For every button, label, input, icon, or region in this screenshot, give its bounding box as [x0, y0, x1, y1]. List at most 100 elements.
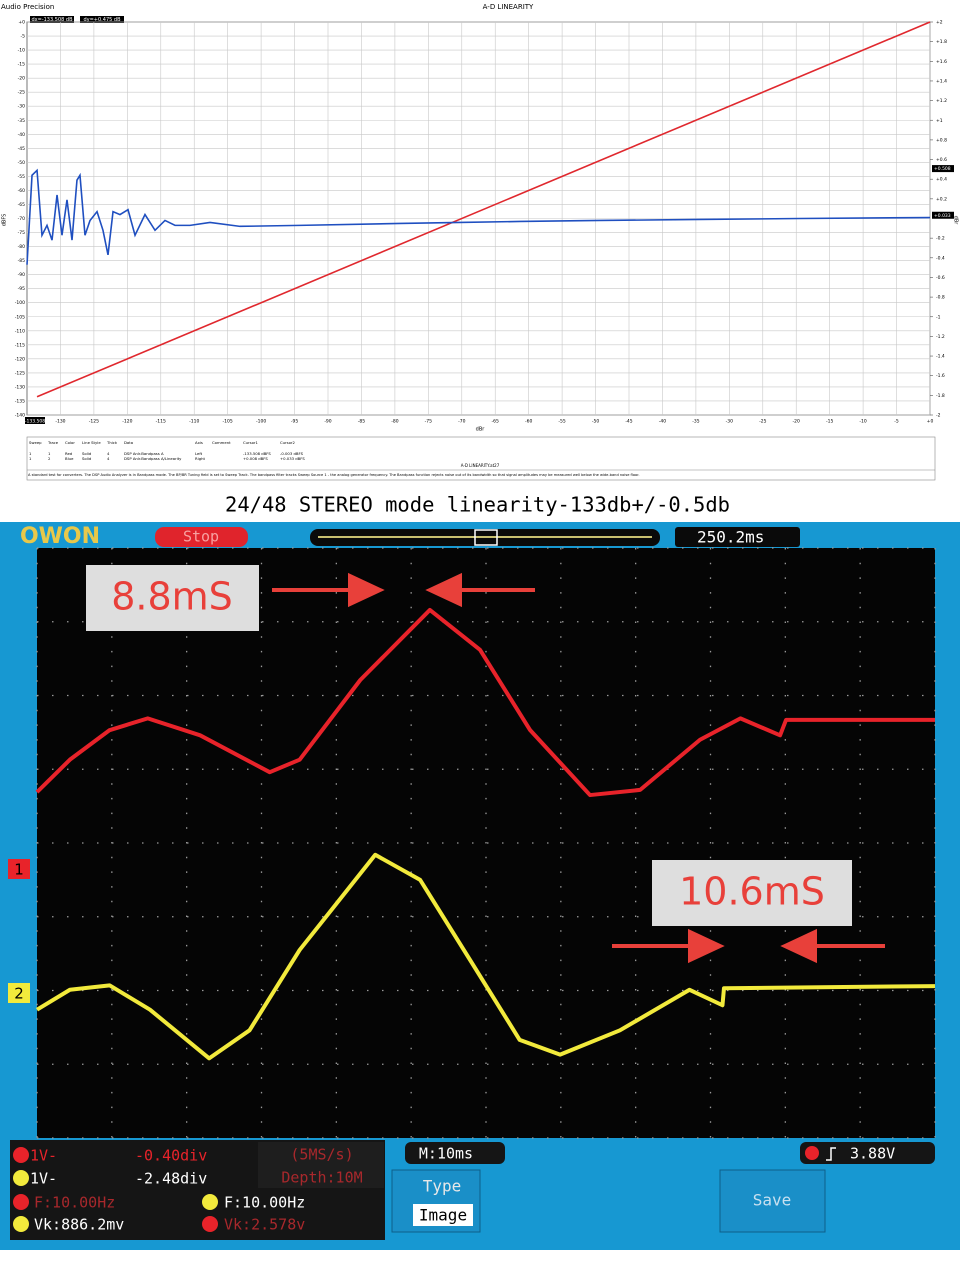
timebase-box — [405, 1142, 505, 1164]
x-tick-label: -50 — [592, 419, 599, 425]
time-offset: 250.2ms — [697, 528, 764, 547]
sample-rate: (5MS/s) — [290, 1146, 353, 1164]
x-tick-label: -95 — [291, 419, 298, 425]
ch1-marker-label: 1 — [14, 861, 24, 879]
x-tick-label: -15 — [826, 419, 833, 425]
y-tick-label: -105 — [15, 314, 25, 320]
ch2-marker — [8, 983, 30, 1003]
y-tick-label: -100 — [15, 300, 25, 306]
x-tick-label: +0 — [927, 419, 934, 425]
y2-tick-label: -0.4 — [936, 255, 945, 261]
table-header: Data — [124, 440, 133, 445]
legend-table-frame — [26, 436, 936, 481]
ch2-badge — [13, 1170, 29, 1186]
table-header: Line Style — [82, 440, 101, 445]
y2-tick-label: +0.8 — [936, 137, 947, 143]
annotation: 10.6mS — [679, 870, 825, 914]
type-value-box — [413, 1204, 473, 1226]
depth: Depth:10M — [281, 1169, 362, 1187]
x-tick-label: -10 — [859, 419, 866, 425]
cursor-x-box — [25, 417, 45, 424]
x-tick-label: -80 — [391, 419, 398, 425]
y2-tick-label: +1.2 — [936, 98, 947, 104]
y-tick-label: -20 — [18, 76, 25, 82]
x-tick-label: -115 — [156, 419, 166, 425]
cursor-box-text: dx=-133.508 dB — [32, 17, 74, 23]
footer: A-D LINEARITY.at27 — [461, 463, 500, 468]
cursor-x-label: -133.508 — [25, 419, 45, 425]
y2-tick-label: -0.8 — [936, 295, 945, 301]
y2-tick-label: +1.4 — [936, 78, 947, 84]
y-tick-label: -50 — [18, 160, 25, 166]
table-cell: 1 — [29, 456, 32, 461]
y-tick-label: -80 — [18, 244, 25, 250]
table-cell: Solid — [82, 456, 92, 461]
y2-axis-label: dBr — [953, 216, 959, 226]
table-cell: 2 — [48, 456, 51, 461]
table-cell: DSP Anlr.Bandpass A/Linearity — [124, 456, 182, 461]
y-tick-label: -115 — [15, 342, 25, 348]
y-tick-label: -45 — [18, 146, 25, 152]
y2-tick-label: -0.6 — [936, 275, 945, 281]
trigger-level: 3.88V — [850, 1145, 895, 1163]
x-tick-label: -5 — [894, 419, 899, 425]
cursor-marker — [932, 211, 954, 219]
y-tick-label: -35 — [18, 118, 25, 124]
trigger-window — [474, 529, 498, 546]
x-tick-label: -120 — [122, 419, 132, 425]
table-header: Thick — [106, 440, 118, 445]
y-tick-label: +0 — [18, 20, 25, 26]
table-cell: 4 — [107, 451, 110, 456]
y2-tick-label: -2 — [936, 413, 941, 419]
ap-title: A-D LINEARITY — [483, 3, 534, 11]
cursor-marker — [932, 165, 954, 173]
rate-panel — [258, 1142, 384, 1188]
cursor-label: +0.033 — [934, 213, 951, 219]
y2-tick-label: -1 — [936, 314, 941, 320]
y2-tick-label: +1.8 — [936, 39, 947, 45]
y-tick-label: -85 — [18, 258, 25, 264]
x-axis-label: dBr — [476, 427, 486, 433]
type-value: Image — [419, 1206, 467, 1225]
y-tick-label: -65 — [18, 202, 25, 208]
arrow-head — [425, 572, 462, 608]
x-tick-label: -85 — [358, 419, 365, 425]
save-button[interactable] — [719, 1169, 826, 1233]
table-header: Trace — [47, 440, 59, 445]
table-cell: 1 — [29, 451, 32, 456]
ch2-badge — [13, 1216, 29, 1232]
y-tick-label: -25 — [18, 90, 25, 96]
table-cell: Left — [195, 451, 203, 456]
x-tick-label: -110 — [189, 419, 199, 425]
annotation-box — [86, 565, 259, 631]
arrow-head — [780, 928, 817, 964]
y-tick-label: -40 — [18, 132, 25, 138]
ap-background — [0, 0, 960, 488]
table-cell: DSP Anlr.Bandpass A — [124, 451, 164, 456]
ch1-badge — [13, 1147, 29, 1163]
table-cell: -0.003 dBFS — [280, 451, 304, 456]
cursor-label: +0.508 — [934, 166, 951, 172]
arrow-head — [348, 572, 385, 608]
caption: 24/48 STEREO mode linearity-133db+/-0.5d… — [225, 493, 730, 517]
x-tick-label: -35 — [692, 419, 699, 425]
x-tick-label: -125 — [89, 419, 99, 425]
timebase: M:10ms — [419, 1145, 473, 1163]
y-tick-label: -110 — [15, 328, 25, 334]
traces — [35, 607, 936, 1061]
logo: OWON — [20, 524, 100, 549]
ch1-badge — [202, 1216, 218, 1232]
y2-tick-label: +1 — [936, 118, 943, 124]
x-tick-label: -60 — [525, 419, 532, 425]
ch2-offset: -2.48div — [135, 1170, 207, 1188]
status: Stop — [183, 528, 219, 546]
table-cell: Red — [65, 451, 73, 456]
note: A standard test for converters. The DSP … — [28, 473, 640, 477]
x-tick-label: -20 — [793, 419, 800, 425]
arrow-head — [688, 928, 725, 964]
annotation: 8.8mS — [111, 575, 233, 619]
ch1-scale: 1V- — [30, 1147, 57, 1165]
cursor-box — [30, 16, 74, 23]
x-tick-label: -105 — [223, 419, 233, 425]
